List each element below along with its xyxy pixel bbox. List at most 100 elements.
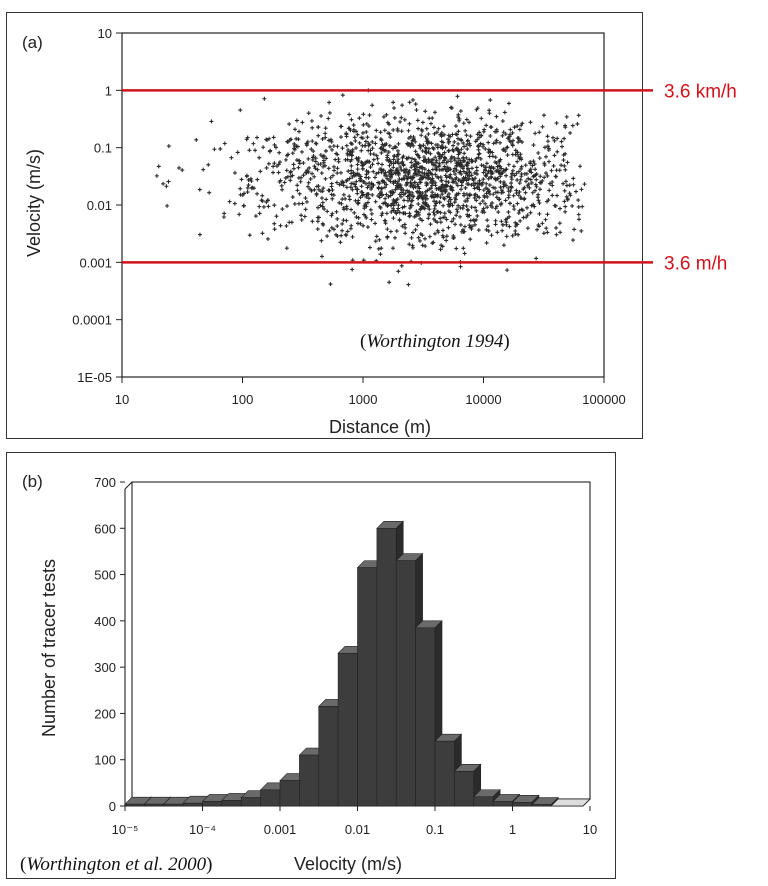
scatter-point	[349, 207, 354, 212]
scatter-point	[377, 237, 382, 242]
scatter-point	[543, 217, 548, 222]
scatter-point	[438, 220, 443, 225]
scatter-point	[365, 135, 370, 140]
scatter-point	[396, 141, 401, 146]
scatter-point	[542, 145, 547, 150]
scatter-point	[483, 146, 488, 151]
scatter-point	[432, 131, 437, 136]
scatter-point	[465, 160, 470, 165]
scatter-point	[374, 153, 379, 158]
scatter-point	[232, 170, 237, 175]
scatter-point	[507, 224, 512, 229]
scatter-point	[442, 132, 447, 137]
scatter-point	[419, 127, 424, 132]
y-tick-label-a: 10	[98, 26, 112, 41]
scatter-point	[426, 203, 431, 208]
scatter-point	[485, 205, 490, 210]
scatter-point	[487, 111, 492, 116]
histogram-bar	[376, 527, 397, 807]
histogram-bar	[454, 770, 475, 807]
scatter-point	[523, 179, 528, 184]
scatter-point	[498, 140, 503, 145]
scatter-point	[296, 165, 301, 170]
scatter-point	[314, 191, 319, 196]
scatter-point	[407, 211, 412, 216]
scatter-point	[503, 132, 508, 137]
scatter-point	[392, 235, 397, 240]
scatter-point	[570, 203, 575, 208]
scatter-point	[395, 179, 400, 184]
scatter-point	[374, 171, 379, 176]
scatter-point	[319, 238, 324, 243]
scatter-point	[385, 234, 390, 239]
scatter-point	[378, 130, 383, 135]
scatter-point	[396, 152, 401, 157]
scatter-point	[345, 152, 350, 157]
scatter-point	[334, 209, 339, 214]
histogram-bar	[182, 802, 203, 807]
scatter-point	[431, 125, 436, 130]
scatter-point	[484, 191, 489, 196]
scatter-point	[505, 153, 510, 158]
scatter-point	[360, 163, 365, 168]
scatter-point	[321, 160, 326, 165]
scatter-point	[403, 211, 408, 216]
scatter-point	[380, 147, 385, 152]
scatter-point	[355, 171, 360, 176]
scatter-point	[519, 174, 524, 179]
scatter-point	[461, 169, 466, 174]
scatter-point	[523, 190, 528, 195]
scatter-point	[325, 209, 330, 214]
scatter-point	[476, 184, 481, 189]
scatter-point	[296, 201, 301, 206]
scatter-point	[564, 194, 569, 199]
scatter-point	[166, 144, 171, 149]
scatter-point	[519, 164, 524, 169]
x-tick-label-a: 10	[115, 392, 129, 407]
scatter-point	[436, 230, 441, 235]
scatter-point	[378, 252, 383, 257]
y-tick-label-a: 0.001	[79, 255, 112, 270]
scatter-point	[327, 188, 332, 193]
scatter-point	[561, 152, 566, 157]
scatter-point	[458, 109, 463, 114]
scatter-point	[318, 189, 323, 194]
scatter-point	[267, 149, 272, 154]
scatter-point	[418, 207, 423, 212]
scatter-point	[501, 184, 506, 189]
scatter-point	[512, 173, 517, 178]
scatter-point	[479, 163, 484, 168]
scatter-point	[377, 195, 382, 200]
scatter-point	[550, 193, 555, 198]
scatter-point	[506, 162, 511, 167]
scatter-point	[452, 155, 457, 160]
scatter-point	[529, 170, 534, 175]
scatter-point	[423, 157, 428, 162]
scatter-point	[448, 197, 453, 202]
scatter-point	[493, 186, 498, 191]
scatter-point	[467, 223, 472, 228]
scatter-point	[430, 190, 435, 195]
histogram-bar	[357, 567, 378, 807]
scatter-point	[352, 210, 357, 215]
scatter-point	[464, 142, 469, 147]
scatter-point	[407, 121, 412, 126]
scatter-point	[472, 181, 477, 186]
scatter-point	[567, 191, 572, 196]
x-tick-label-b: 10⁻⁵	[112, 822, 139, 837]
scatter-point	[550, 180, 555, 185]
scatter-point	[384, 112, 389, 117]
scatter-point	[455, 94, 460, 99]
scatter-point	[363, 139, 368, 144]
scatter-point	[475, 213, 480, 218]
scatter-point	[392, 106, 397, 111]
histogram-bar	[202, 801, 223, 807]
scatter-point	[391, 165, 396, 170]
scatter-point	[464, 204, 469, 209]
scatter-point	[370, 162, 375, 167]
scatter-point	[484, 240, 489, 245]
scatter-point	[373, 221, 378, 226]
y-tick-label-b: 500	[94, 568, 116, 583]
scatter-point	[448, 167, 453, 172]
scatter-point	[390, 246, 395, 251]
